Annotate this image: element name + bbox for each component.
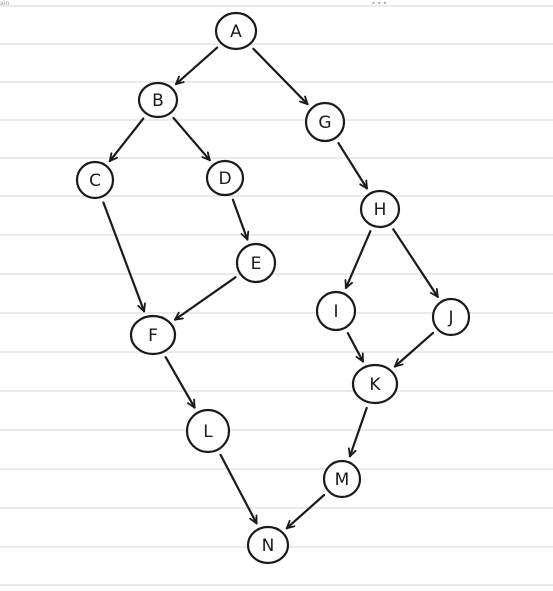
edge-g-h [337, 142, 369, 190]
node-label: H [374, 200, 387, 220]
edge-k-m [347, 406, 368, 458]
node-i: I [315, 290, 357, 332]
edge-l-n [219, 453, 258, 525]
node-e: E [235, 242, 277, 284]
edge-e-f [173, 276, 237, 321]
node-label: J [447, 308, 453, 328]
node-label: C [89, 171, 101, 191]
node-h: H [359, 189, 401, 229]
node-label: B [152, 91, 164, 111]
node-c: C [75, 160, 115, 200]
edge-h-i [344, 230, 372, 290]
node-label: N [262, 536, 275, 556]
node-circle [129, 314, 177, 356]
node-label: G [318, 113, 331, 133]
node-label: F [148, 326, 158, 346]
node-circle [304, 101, 346, 143]
edge-a-b [174, 46, 219, 86]
node-circle [137, 81, 179, 119]
top-dots: ••• [371, 0, 389, 8]
node-circle [205, 159, 245, 197]
node-circle [246, 525, 290, 565]
node-a: A [214, 11, 258, 51]
node-label: L [203, 422, 213, 442]
edges-layer [102, 46, 439, 530]
node-circle [185, 408, 231, 454]
node-circle [431, 297, 471, 337]
node-k: K [351, 363, 399, 405]
node-circle [322, 459, 362, 499]
edge-c-f [102, 201, 146, 313]
node-label: D [218, 169, 231, 189]
corner-text: ain [0, 0, 10, 7]
node-d: D [205, 159, 245, 197]
ruled-lines [0, 5, 553, 586]
node-circle [351, 363, 399, 405]
edge-a-g [252, 47, 309, 106]
node-circle [75, 160, 115, 200]
node-l: L [185, 408, 231, 454]
node-circle [235, 242, 277, 284]
node-label: A [230, 22, 242, 42]
node-m: M [322, 459, 362, 499]
edge-h-j [392, 228, 439, 298]
node-circle [315, 290, 357, 332]
node-label: E [251, 254, 262, 274]
node-label: K [369, 375, 381, 395]
nodes-layer: A B G C D H E I J F K L M N [75, 11, 471, 565]
edge-m-n [285, 493, 326, 530]
edge-d-e [231, 198, 250, 241]
edge-b-c [108, 117, 145, 163]
node-j: J [431, 297, 471, 337]
edge-j-k [393, 331, 435, 368]
edge-i-k [346, 332, 365, 363]
node-circle [359, 189, 401, 229]
edge-b-d [172, 116, 211, 162]
node-label: M [335, 470, 350, 490]
node-n: N [246, 525, 290, 565]
node-label: I [333, 302, 338, 322]
node-f: F [129, 314, 177, 356]
node-b: B [137, 81, 179, 119]
edge-f-l [164, 356, 196, 409]
node-circle [214, 11, 258, 51]
node-g: G [304, 101, 346, 143]
